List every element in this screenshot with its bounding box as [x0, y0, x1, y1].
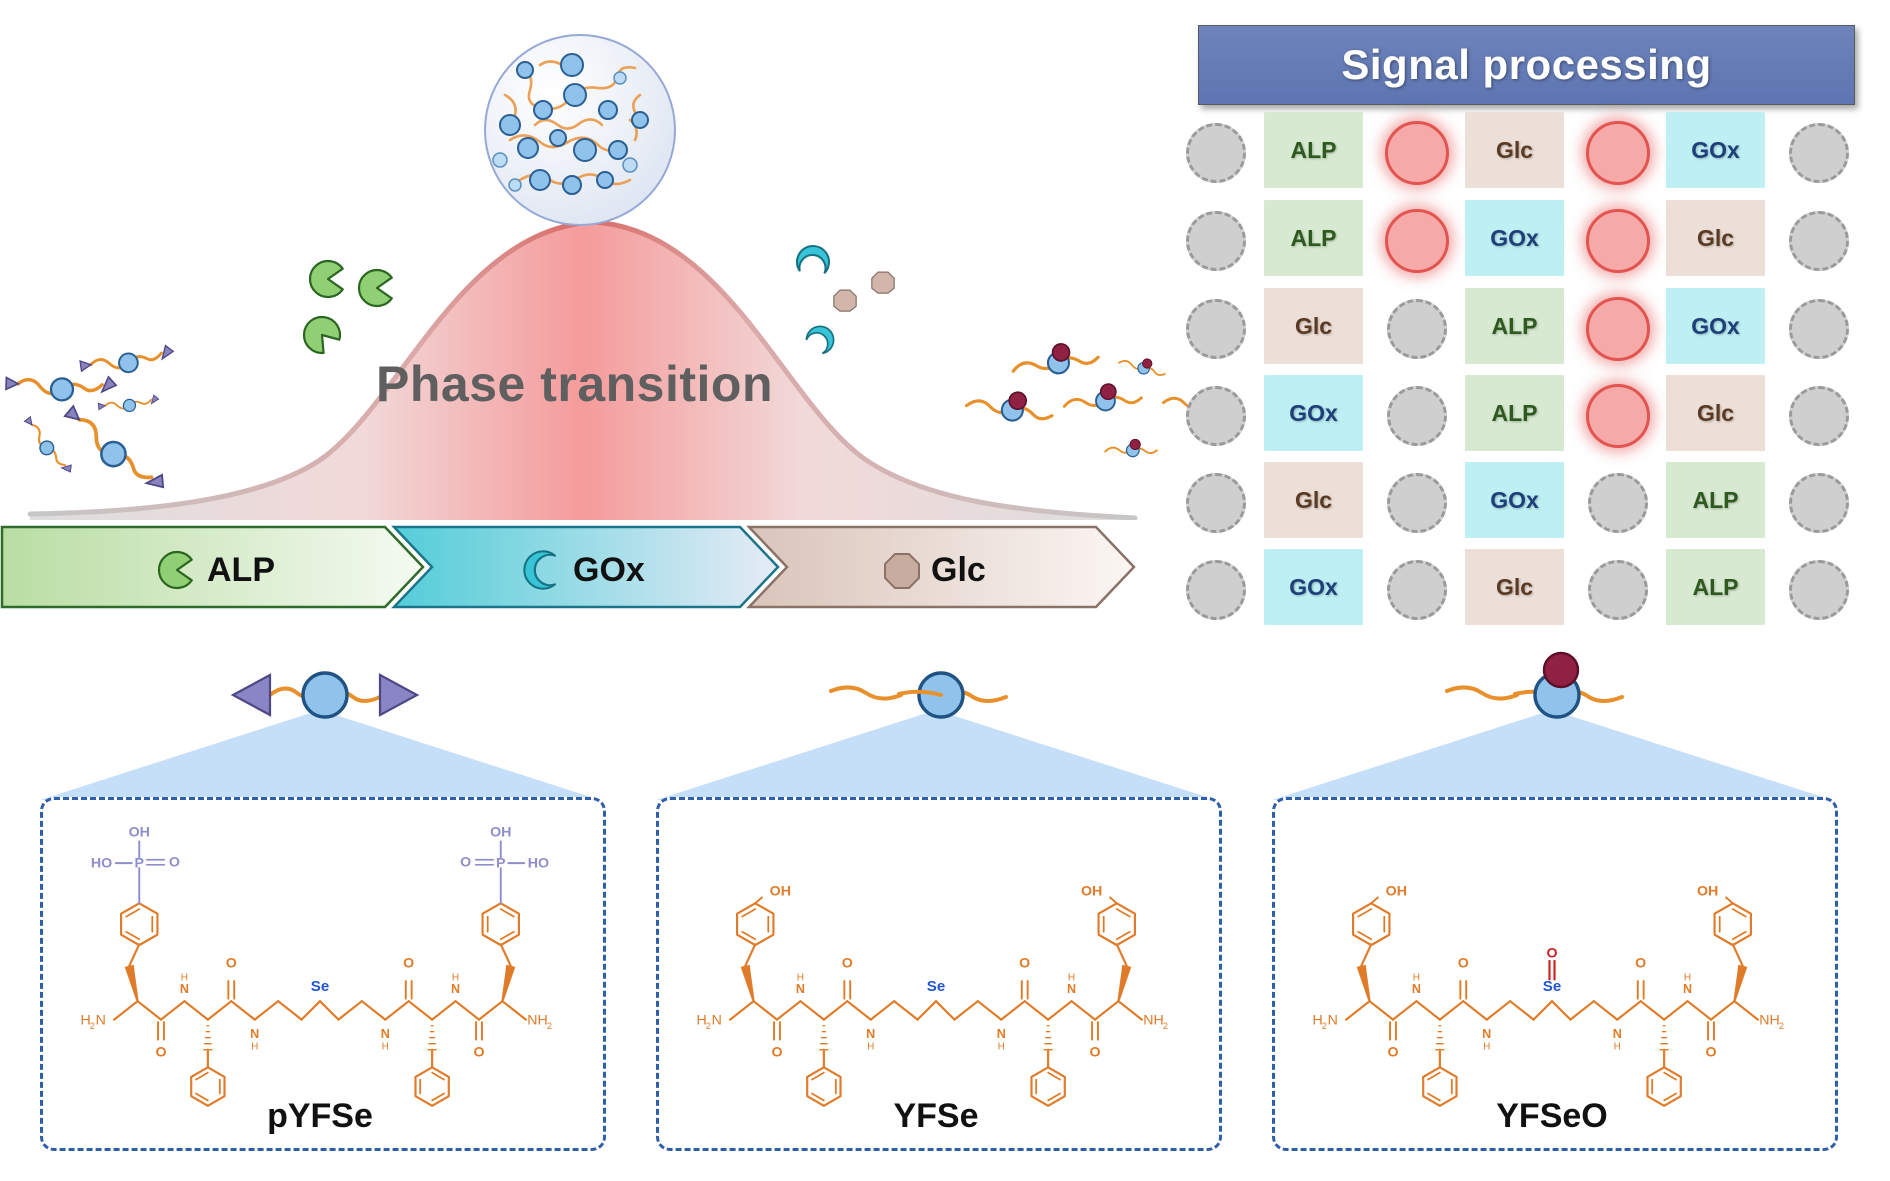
svg-text:Se: Se	[1543, 978, 1561, 995]
svg-text:O: O	[1458, 956, 1469, 972]
svg-text:2: 2	[1322, 1021, 1327, 1031]
svg-text:OH: OH	[490, 824, 511, 840]
svg-text:N: N	[381, 1027, 390, 1041]
svg-text:N: N	[796, 982, 805, 996]
svg-text:H: H	[1684, 972, 1691, 983]
svg-text:H: H	[1614, 1042, 1621, 1053]
svg-text:P: P	[496, 855, 505, 871]
svg-text:H: H	[181, 972, 188, 983]
svg-text:2: 2	[1163, 1021, 1168, 1031]
svg-text:N: N	[1412, 982, 1421, 996]
svg-text:O: O	[771, 1044, 782, 1060]
svg-text:OH: OH	[770, 884, 791, 900]
svg-text:2: 2	[547, 1021, 552, 1031]
svg-text:O: O	[1089, 1044, 1100, 1060]
svg-text:O: O	[842, 956, 853, 972]
svg-text:OH: OH	[1386, 884, 1407, 900]
svg-text:N: N	[1067, 982, 1076, 996]
svg-text:Se: Se	[311, 978, 329, 995]
svg-text:O: O	[1019, 956, 1030, 972]
svg-text:Se: Se	[927, 978, 945, 995]
svg-text:OH: OH	[129, 824, 150, 840]
svg-text:NH: NH	[1759, 1013, 1780, 1029]
svg-text:O: O	[1546, 946, 1557, 962]
svg-text:N: N	[1482, 1027, 1491, 1041]
svg-text:H: H	[1068, 972, 1075, 983]
svg-text:H: H	[797, 972, 804, 983]
svg-text:N: N	[997, 1027, 1006, 1041]
svg-text:O: O	[460, 854, 471, 870]
svg-text:N: N	[1613, 1027, 1622, 1041]
svg-text:N: N	[1683, 982, 1692, 996]
svg-text:N: N	[712, 1013, 722, 1029]
svg-text:O: O	[169, 854, 180, 870]
svg-text:O: O	[1387, 1044, 1398, 1060]
svg-text:HO: HO	[91, 855, 112, 871]
svg-text:O: O	[473, 1044, 484, 1060]
svg-text:N: N	[866, 1027, 875, 1041]
svg-text:N: N	[96, 1013, 106, 1029]
svg-text:H: H	[867, 1042, 874, 1053]
svg-text:NH: NH	[1143, 1013, 1164, 1029]
svg-text:N: N	[1328, 1013, 1338, 1029]
svg-text:2: 2	[706, 1021, 711, 1031]
svg-text:O: O	[1635, 956, 1646, 972]
svg-text:OH: OH	[1081, 884, 1102, 900]
svg-text:H: H	[1483, 1042, 1490, 1053]
svg-text:N: N	[180, 982, 189, 996]
svg-text:P: P	[134, 855, 143, 871]
svg-text:NH: NH	[527, 1013, 548, 1029]
svg-text:O: O	[1705, 1044, 1716, 1060]
svg-text:O: O	[403, 956, 414, 972]
svg-text:O: O	[226, 956, 237, 972]
svg-text:HO: HO	[528, 855, 549, 871]
svg-text:N: N	[451, 982, 460, 996]
svg-text:2: 2	[90, 1021, 95, 1031]
svg-text:O: O	[155, 1044, 166, 1060]
svg-text:H: H	[452, 972, 459, 983]
svg-text:H: H	[998, 1042, 1005, 1053]
svg-text:H: H	[1413, 972, 1420, 983]
svg-text:H: H	[382, 1042, 389, 1053]
svg-text:OH: OH	[1697, 884, 1718, 900]
svg-text:N: N	[250, 1027, 259, 1041]
svg-text:2: 2	[1779, 1021, 1784, 1031]
svg-text:H: H	[251, 1042, 258, 1053]
